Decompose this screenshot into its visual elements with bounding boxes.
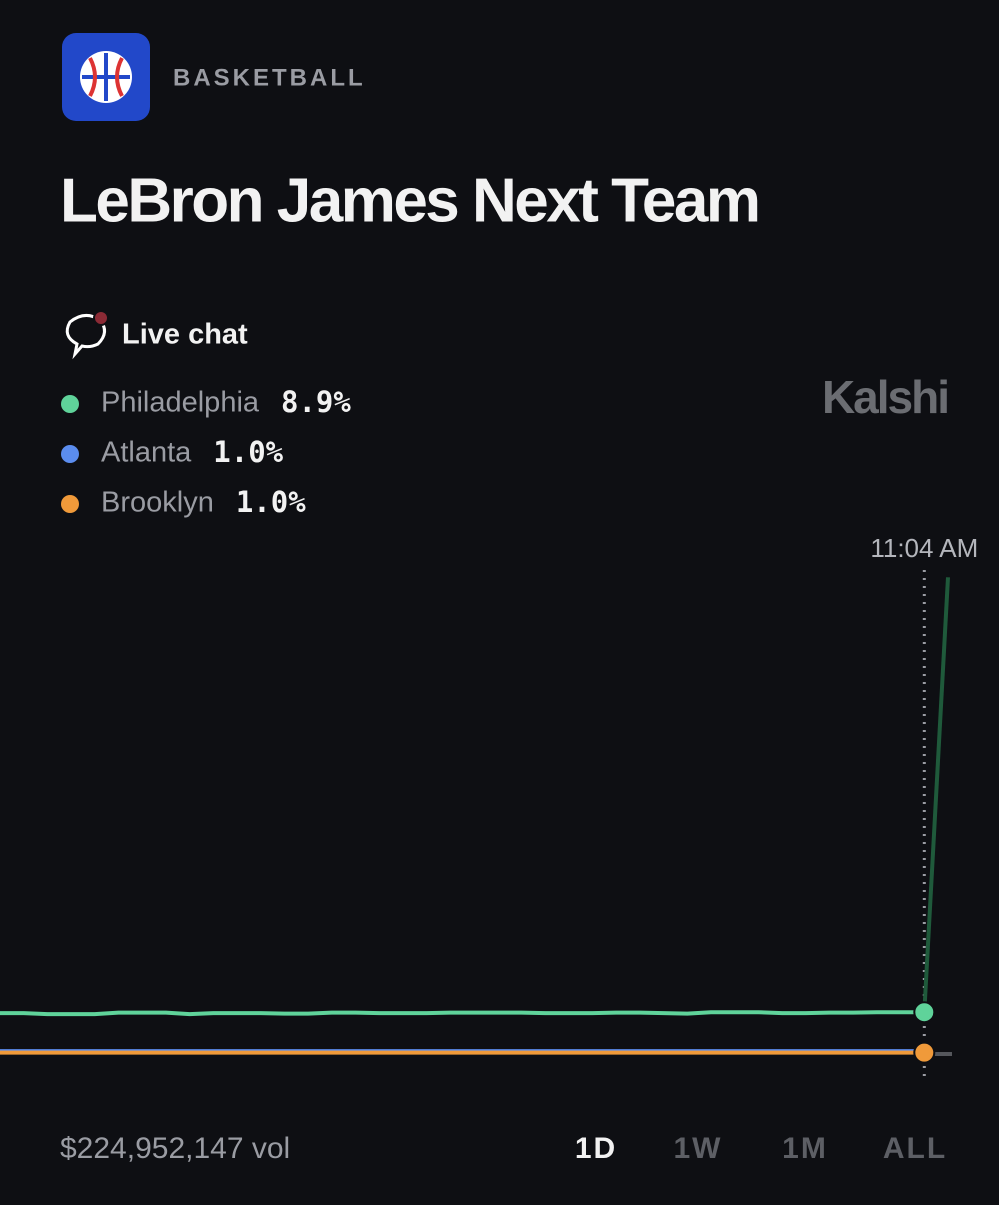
range-selector: 1D 1W 1M ALL bbox=[575, 1132, 947, 1165]
legend-name: Atlanta bbox=[101, 437, 192, 469]
volume: $224,952,147 vol bbox=[60, 1132, 290, 1165]
range-button[interactable]: 1W bbox=[674, 1132, 723, 1165]
range-button[interactable]: ALL bbox=[883, 1132, 947, 1165]
range-button[interactable]: 1M bbox=[782, 1132, 828, 1165]
plot: 11:04 AM bbox=[0, 533, 978, 1080]
legend-value: 8.9% bbox=[281, 385, 351, 419]
live-chat[interactable]: Live chat bbox=[122, 319, 248, 351]
legend-value: 1.0% bbox=[213, 435, 283, 469]
legend-swatch bbox=[61, 395, 79, 413]
chat-icon[interactable] bbox=[65, 310, 109, 360]
series-line-future bbox=[922, 577, 950, 1013]
legend-swatch bbox=[61, 445, 79, 463]
range-button[interactable]: 1D bbox=[575, 1132, 617, 1165]
brand: Kalshi bbox=[822, 371, 948, 423]
legend-value: 1.0% bbox=[236, 485, 306, 519]
category-icon bbox=[62, 33, 150, 121]
hover-time: 11:04 AM bbox=[870, 533, 978, 563]
legend-name: Philadelphia bbox=[101, 387, 260, 419]
hover-dot bbox=[913, 1001, 936, 1024]
legend-swatch bbox=[61, 495, 79, 513]
legend: Philadelphia 8.9% Atlanta 1.0% Brooklyn 1.0% bbox=[61, 385, 351, 519]
legend-name: Brooklyn bbox=[101, 487, 214, 519]
title: LeBron James Next Team bbox=[60, 166, 758, 235]
series-line bbox=[0, 1010, 925, 1017]
category: BASKETBALL bbox=[173, 64, 366, 91]
hover-dot bbox=[913, 1041, 936, 1064]
